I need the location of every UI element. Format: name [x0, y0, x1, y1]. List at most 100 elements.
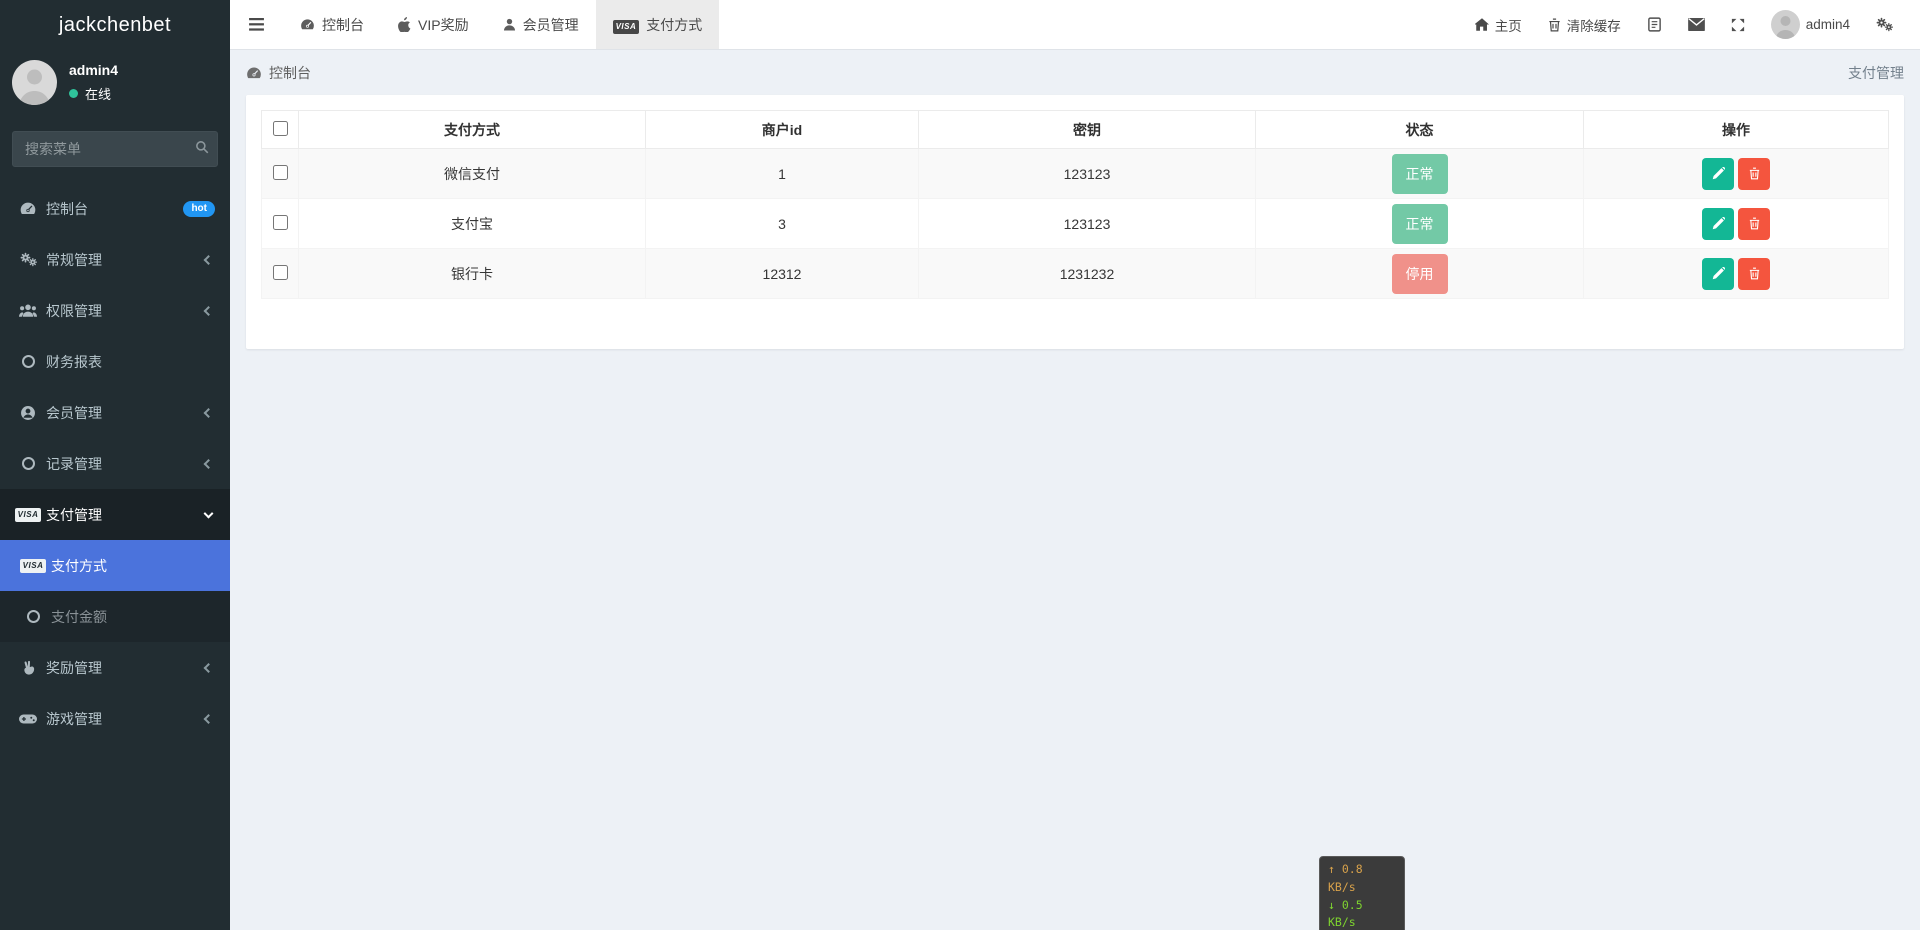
delete-button[interactable]	[1738, 207, 1770, 240]
select-all-cell	[261, 110, 299, 149]
upload-speed: ↑ 0.8 KB/s	[1328, 861, 1396, 897]
sidebar-item-label: 权限管理	[46, 302, 102, 319]
sidebar-item-payment-amount[interactable]: 支付金额	[0, 591, 230, 642]
sidebar-item-console[interactable]: 控制台 hot	[0, 183, 230, 234]
sidebar-item-permissions[interactable]: 权限管理	[0, 285, 230, 336]
delete-button[interactable]	[1738, 157, 1770, 190]
sidebar-item-label: 支付方式	[51, 557, 107, 574]
sidebar-item-label: 控制台	[46, 200, 88, 217]
user-status-label: 在线	[85, 87, 112, 102]
user-menu[interactable]: admin4	[1758, 0, 1863, 50]
tab-label: 控制台	[322, 16, 364, 33]
sidebar-item-finance[interactable]: 财务报表	[0, 336, 230, 387]
user-status: 在线	[69, 84, 118, 103]
tachometer-icon	[18, 201, 38, 216]
status-badge[interactable]: 正常	[1391, 153, 1448, 194]
user-name: admin4	[69, 62, 119, 78]
sidebar-item-rewards[interactable]: 奖励管理	[0, 642, 230, 693]
select-all-checkbox[interactable]	[272, 120, 288, 136]
sidebar-item-label: 常规管理	[46, 251, 102, 268]
sidebar: jackchenbet admin4 在线 控制台 hot	[0, 0, 230, 930]
trash-icon	[1749, 267, 1759, 280]
tab-label: 支付方式	[646, 16, 703, 33]
edit-button[interactable]	[1702, 157, 1734, 190]
row-checkbox[interactable]	[272, 264, 288, 280]
chevron-left-icon	[203, 662, 214, 673]
breadcrumb-console[interactable]: 控制台	[246, 63, 311, 83]
language-icon[interactable]	[1634, 0, 1675, 50]
apple-icon	[398, 17, 411, 32]
sidebar-group-payment: VISA 支付管理 VISA 支付方式 支付金额	[0, 489, 230, 642]
chevron-left-icon	[203, 713, 214, 724]
gears-icon	[18, 252, 38, 267]
navbar-username: admin4	[1805, 17, 1850, 32]
settings-gears-icon[interactable]	[1863, 0, 1906, 50]
row-checkbox[interactable]	[272, 214, 288, 230]
cell-method: 支付宝	[298, 198, 646, 249]
sidebar-menu: 控制台 hot 常规管理 权限管理 财务报表 会员管理	[0, 183, 230, 744]
circle-icon	[18, 457, 38, 470]
tab-payment-method[interactable]: VISA 支付方式	[595, 0, 720, 49]
visa-icon: VISA	[612, 16, 640, 34]
cell-merchant-id: 12312	[645, 248, 919, 299]
delete-button[interactable]	[1738, 257, 1770, 290]
edit-button[interactable]	[1702, 257, 1734, 290]
status-badge[interactable]: 正常	[1391, 203, 1448, 244]
tab-console[interactable]: 控制台	[283, 0, 381, 49]
cell-secret: 1231232	[918, 248, 1256, 299]
chevron-left-icon	[203, 458, 214, 469]
cell-secret: 123123	[918, 148, 1256, 199]
search-input[interactable]	[12, 131, 218, 167]
fullscreen-icon[interactable]	[1718, 0, 1758, 50]
edit-button[interactable]	[1702, 207, 1734, 240]
col-merchant-id: 商户id	[645, 110, 919, 149]
envelope-icon[interactable]	[1675, 0, 1718, 50]
sidebar-item-label: 支付金额	[51, 608, 107, 625]
search-icon[interactable]	[195, 140, 209, 154]
user-panel: admin4 在线	[0, 50, 230, 117]
tachometer-icon	[246, 66, 262, 80]
sidebar-item-payment[interactable]: VISA 支付管理	[0, 489, 230, 540]
tab-vip-rewards[interactable]: VIP奖励	[381, 0, 486, 49]
breadcrumb-section: 支付管理	[1848, 64, 1904, 81]
pencil-icon	[1712, 267, 1725, 280]
table-row: 银行卡 12312 1231232 停用	[261, 248, 1889, 299]
trash-icon	[1749, 167, 1759, 180]
user-icon	[503, 18, 516, 31]
cell-method: 银行卡	[298, 248, 646, 299]
tab-members[interactable]: 会员管理	[486, 0, 596, 49]
gamepad-icon	[18, 713, 38, 725]
cell-merchant-id: 1	[645, 148, 919, 199]
row-checkbox[interactable]	[272, 164, 288, 180]
user-circle-icon	[18, 405, 38, 421]
clear-cache-link[interactable]: 清除缓存	[1535, 0, 1634, 50]
sidebar-item-general[interactable]: 常规管理	[0, 234, 230, 285]
cell-merchant-id: 3	[645, 198, 919, 249]
home-icon	[1474, 18, 1489, 31]
payment-submenu: VISA 支付方式 支付金额	[0, 540, 230, 642]
avatar	[1770, 10, 1800, 39]
col-secret: 密钥	[918, 110, 1256, 149]
tab-label: 会员管理	[522, 16, 579, 33]
sidebar-item-label: 记录管理	[46, 455, 102, 472]
visa-icon: VISA	[19, 558, 47, 573]
download-speed: ↓ 0.5 KB/s	[1328, 897, 1396, 930]
sidebar-item-label: 奖励管理	[46, 659, 102, 676]
home-link[interactable]: 主页	[1462, 0, 1535, 50]
home-label: 主页	[1494, 18, 1522, 34]
hamburger-icon[interactable]	[230, 0, 283, 49]
download-value: 0.5 KB/s	[1328, 897, 1363, 930]
table-row: 支付宝 3 123123 正常	[261, 198, 1889, 249]
hand-peace-icon	[18, 660, 38, 676]
sidebar-item-label: 会员管理	[46, 404, 102, 421]
download-arrow-icon: ↓	[1328, 897, 1335, 912]
sidebar-item-members[interactable]: 会员管理	[0, 387, 230, 438]
circle-icon	[18, 355, 38, 368]
upload-value: 0.8 KB/s	[1328, 862, 1363, 894]
sidebar-item-payment-method[interactable]: VISA 支付方式	[0, 540, 230, 591]
hot-badge: hot	[183, 200, 215, 217]
sidebar-item-records[interactable]: 记录管理	[0, 438, 230, 489]
sidebar-item-games[interactable]: 游戏管理	[0, 693, 230, 744]
table-row: 微信支付 1 123123 正常	[261, 148, 1889, 199]
status-badge[interactable]: 停用	[1391, 253, 1448, 294]
